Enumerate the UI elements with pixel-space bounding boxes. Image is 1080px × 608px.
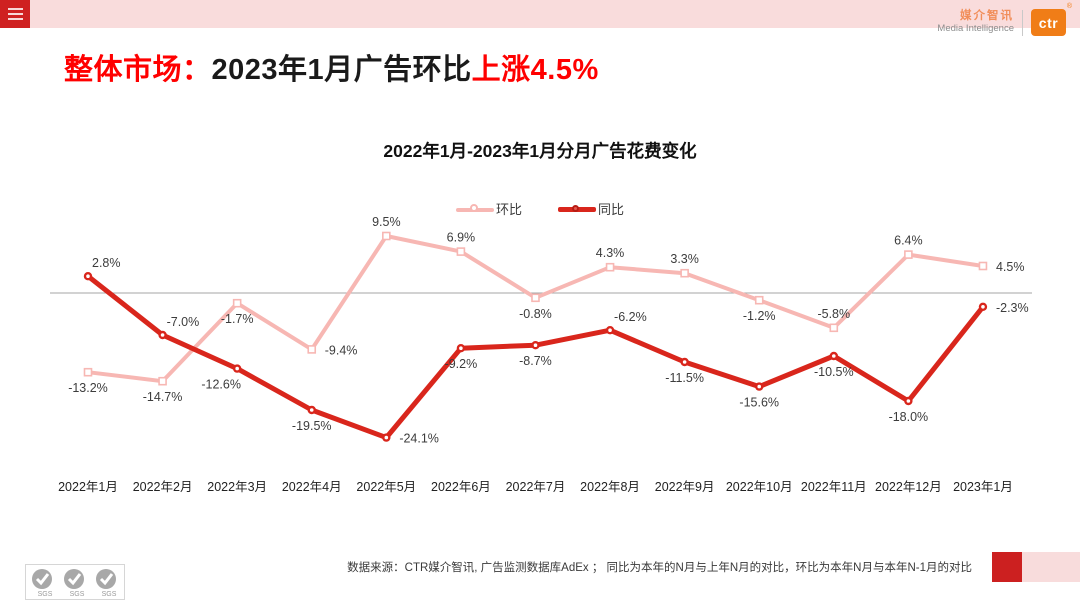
yoy-marker [307, 405, 316, 415]
registered-mark: ® [1066, 3, 1072, 10]
yoy-line-marker-icon [558, 202, 596, 216]
data-label: -12.6% [201, 378, 241, 392]
legend-item-momo: 环比 [455, 199, 522, 218]
legend-label-momo: 环比 [495, 202, 522, 217]
x-axis-label: 2022年3月 [207, 480, 267, 494]
x-axis-label: 2022年8月 [580, 480, 640, 494]
momo-marker [605, 262, 615, 272]
data-label: -9.4% [325, 343, 358, 357]
yoy-marker [605, 325, 615, 335]
data-label: 4.3% [596, 246, 625, 260]
svg-text:SGS: SGS [70, 591, 85, 598]
sgs-certification-logos: SGS SGS SGS [25, 564, 125, 600]
brand-logo: 媒介智讯 Media Intelligence ctr ® [937, 3, 1072, 36]
data-label: -0.8% [519, 307, 552, 321]
data-label: -24.1% [399, 432, 439, 446]
yoy-marker [531, 340, 540, 350]
chart-legend: 环比 同比 [0, 199, 1080, 218]
data-label: -9.2% [445, 357, 478, 371]
x-axis-label: 2022年12月 [875, 480, 942, 494]
data-label: -7.0% [167, 315, 200, 329]
data-label: 2.8% [92, 256, 121, 270]
title-prefix: 整体市场： [64, 54, 212, 86]
x-axis-label: 2022年1月 [58, 480, 118, 494]
momo-marker [307, 345, 317, 354]
x-axis-label: 2022年5月 [356, 480, 416, 494]
momo-line-marker-icon [455, 202, 494, 216]
svg-text:SGS: SGS [38, 591, 53, 598]
momo-marker [978, 261, 988, 271]
sgs-logo-icon: SGS [32, 569, 53, 598]
x-axis-label: 2022年2月 [133, 480, 193, 494]
data-label: -1.7% [221, 312, 254, 326]
yoy-marker [382, 433, 391, 442]
x-axis-label: 2022年7月 [506, 480, 566, 494]
yoy-marker [680, 357, 689, 367]
svg-text:SGS: SGS [102, 591, 117, 598]
footer-accent-red [992, 552, 1022, 582]
x-axis-label: 2022年11月 [801, 480, 867, 494]
brand-name-en: Media Intelligence [937, 22, 1014, 34]
title-middle: 2023年1月广告环比 [211, 54, 472, 86]
data-label: 9.5% [372, 215, 401, 229]
data-label: -15.6% [739, 396, 779, 410]
chart-title: 2022年1月-2023年1月分月广告花费变化 [383, 141, 697, 161]
data-label: -5.8% [817, 307, 850, 321]
x-axis-label: 2022年10月 [726, 480, 793, 494]
legend-item-yoy: 同比 [558, 199, 624, 218]
yoy-marker [904, 396, 913, 406]
x-axis-label: 2023年1月 [953, 480, 1013, 494]
data-label: 4.5% [996, 260, 1024, 274]
footer-accent-pink [1022, 552, 1080, 582]
yoy-marker [158, 330, 167, 340]
momo-marker [158, 376, 167, 386]
x-axis-label: 2022年4月 [282, 480, 342, 494]
top-band [0, 0, 1080, 28]
data-label: -13.2% [68, 381, 108, 395]
brand-divider [1022, 9, 1023, 36]
x-axis-label: 2022年9月 [655, 480, 715, 494]
momo-marker [680, 268, 689, 278]
momo-marker [829, 323, 839, 333]
momo-marker [754, 295, 764, 305]
yoy-marker [978, 302, 988, 312]
sgs-logo-icon: SGS [96, 569, 117, 598]
momo-marker [382, 231, 391, 241]
page-title: 整体市场：2023年1月广告环比上涨4.5% [64, 46, 599, 88]
data-label: -14.7% [143, 390, 183, 404]
legend-label-yoy: 同比 [598, 202, 625, 217]
momo-marker [232, 298, 242, 308]
yoy-marker [829, 351, 838, 361]
data-source-note: 数据来源：CTR媒介智讯, 广告监测数据库AdEx ； 同比为本年的N月与上年N… [347, 562, 972, 574]
menu-button[interactable] [0, 0, 30, 28]
yoy-marker [456, 343, 466, 353]
data-label: 3.3% [670, 252, 699, 266]
brand-name-cn: 媒介智讯 [960, 10, 1014, 23]
momo-marker [456, 247, 466, 256]
data-label: -1.2% [743, 309, 776, 323]
yoy-marker [755, 382, 764, 391]
momo-marker [83, 367, 93, 377]
data-label: 6.9% [447, 231, 476, 245]
momo-marker [904, 250, 913, 259]
hamburger-icon [7, 8, 23, 20]
ctr-logo: ctr [1031, 9, 1066, 36]
sgs-logo-icon: SGS [64, 569, 85, 598]
data-label: -10.5% [814, 365, 854, 379]
data-label: -19.5% [292, 419, 332, 433]
yoy-marker [232, 364, 242, 373]
data-label: -11.5% [665, 371, 704, 385]
data-label: 6.4% [894, 234, 923, 248]
yoy-marker [83, 271, 93, 281]
data-label: -6.2% [614, 310, 647, 324]
chart-canvas: -13.2% -14.7% -1.7% -9.4% 9.5% 6.9% -0.8% 4.3% 3… [50, 215, 1032, 494]
data-label: -8.7% [519, 354, 552, 368]
momo-marker [531, 293, 540, 303]
data-label: -18.0% [889, 410, 929, 424]
title-highlight: 上涨4.5% [471, 54, 599, 86]
x-axis-label: 2022年6月 [431, 480, 491, 494]
data-label: -2.3% [996, 301, 1029, 315]
